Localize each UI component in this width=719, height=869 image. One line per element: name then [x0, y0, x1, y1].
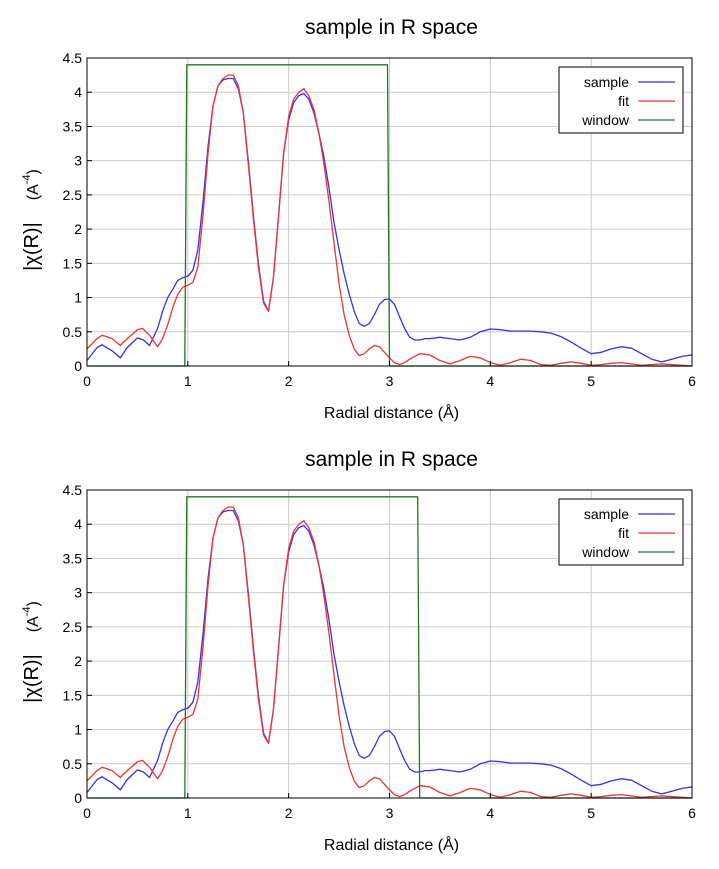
chart1-legend-label-sample: sample: [584, 74, 629, 90]
chart2-series-sample: [86, 509, 693, 795]
chart1-ytick-label: 4: [74, 84, 82, 100]
chart1-xtick-label: 6: [688, 373, 696, 389]
chart1-legend-box: [558, 66, 684, 134]
chart1-ytick-label: 2.5: [63, 187, 83, 203]
chart2-ylabel: |χ(R)| (A-4): [21, 601, 43, 703]
chart2-ytick-label: 2.5: [63, 619, 83, 635]
chart1-xlabel: Radial distance (Å): [324, 403, 459, 422]
chart1-ytick-label: 3: [74, 153, 82, 169]
chart2-xtick-label: 1: [184, 805, 192, 821]
chart2-legend: sample fit window: [558, 498, 684, 566]
chart1-ytick-label: 0: [74, 358, 82, 374]
chart2-ylabel-symbol: |χ(R)|: [21, 654, 43, 703]
chart1-series-sample: [86, 77, 693, 363]
chart1-ytick-label: 4.5: [63, 50, 83, 66]
chart2-legend-box: [558, 498, 684, 566]
chart2-ytick-label: 2: [74, 653, 82, 669]
chart1-ylabel-symbol: |χ(R)|: [21, 222, 43, 271]
chart1-legend-label-fit: fit: [618, 93, 629, 109]
chart1-xtick-label: 5: [587, 373, 595, 389]
chart1-legend-label-window: window: [581, 112, 630, 128]
chart2-xtick-label: 6: [688, 805, 696, 821]
chart2-ytick-label: 1: [74, 722, 82, 738]
chart1-ytick-label: 1.5: [63, 255, 83, 271]
chart2-ytick-label: 3.5: [63, 550, 83, 566]
chart2-ytick-label: 1.5: [63, 687, 83, 703]
chart1: sample in R space 0 1 2 3 4 5 6 0 0.5 1 1.5 2 2.5 3 3.5…: [21, 16, 696, 422]
chart2-ytick-label: 4.5: [63, 482, 83, 498]
chart2-ylabel-unit: (A: [25, 616, 42, 632]
chart1-xtick-label: 0: [83, 373, 91, 389]
chart2-xtick-label: 0: [83, 805, 91, 821]
chart2-ylabel-unit-exp: -4: [21, 606, 33, 616]
chart2-ytick-label: 3: [74, 585, 82, 601]
chart1-xtick-label: 2: [285, 373, 293, 389]
chart1-ylabel-unit: (A: [25, 184, 42, 200]
chart2-xtick-label: 2: [285, 805, 293, 821]
chart2-xtick-label: 3: [386, 805, 394, 821]
chart2-ytick-label: 0: [74, 790, 82, 806]
chart2-xtick-label: 5: [587, 805, 595, 821]
chart2: sample in R space 0 1 2 3 4 5 6 0 0.5 1 1.5 2 2.5 3 3.5…: [21, 448, 696, 854]
chart1-ylabel-unit-close: ): [25, 169, 42, 174]
chart2-ylabel-unit-close: ): [25, 601, 42, 606]
chart1-xtick-label: 3: [386, 373, 394, 389]
chart2-ytick-label: 0.5: [63, 756, 83, 772]
chart2-legend-label-window: window: [581, 544, 630, 560]
chart1-title: sample in R space: [305, 16, 478, 39]
chart1-ytick-label: 0.5: [63, 324, 83, 340]
chart1-legend: sample fit window: [558, 66, 684, 134]
chart2-legend-label-sample: sample: [584, 506, 629, 522]
chart1-ytick-label: 1: [74, 290, 82, 306]
chart1-ylabel: |χ(R)| (A-4): [21, 169, 43, 271]
chart2-title: sample in R space: [305, 448, 478, 471]
chart2-legend-label-fit: fit: [618, 525, 629, 541]
chart1-ylabel-unit-exp: -4: [21, 174, 33, 184]
chart2-xlabel: Radial distance (Å): [324, 835, 459, 854]
chart1-ytick-label: 3.5: [63, 118, 83, 134]
chart2-ytick-label: 4: [74, 516, 82, 532]
chart2-xtick-label: 4: [486, 805, 494, 821]
chart1-xtick-label: 4: [486, 373, 494, 389]
chart1-xtick-label: 1: [184, 373, 192, 389]
chart1-ytick-label: 2: [74, 221, 82, 237]
